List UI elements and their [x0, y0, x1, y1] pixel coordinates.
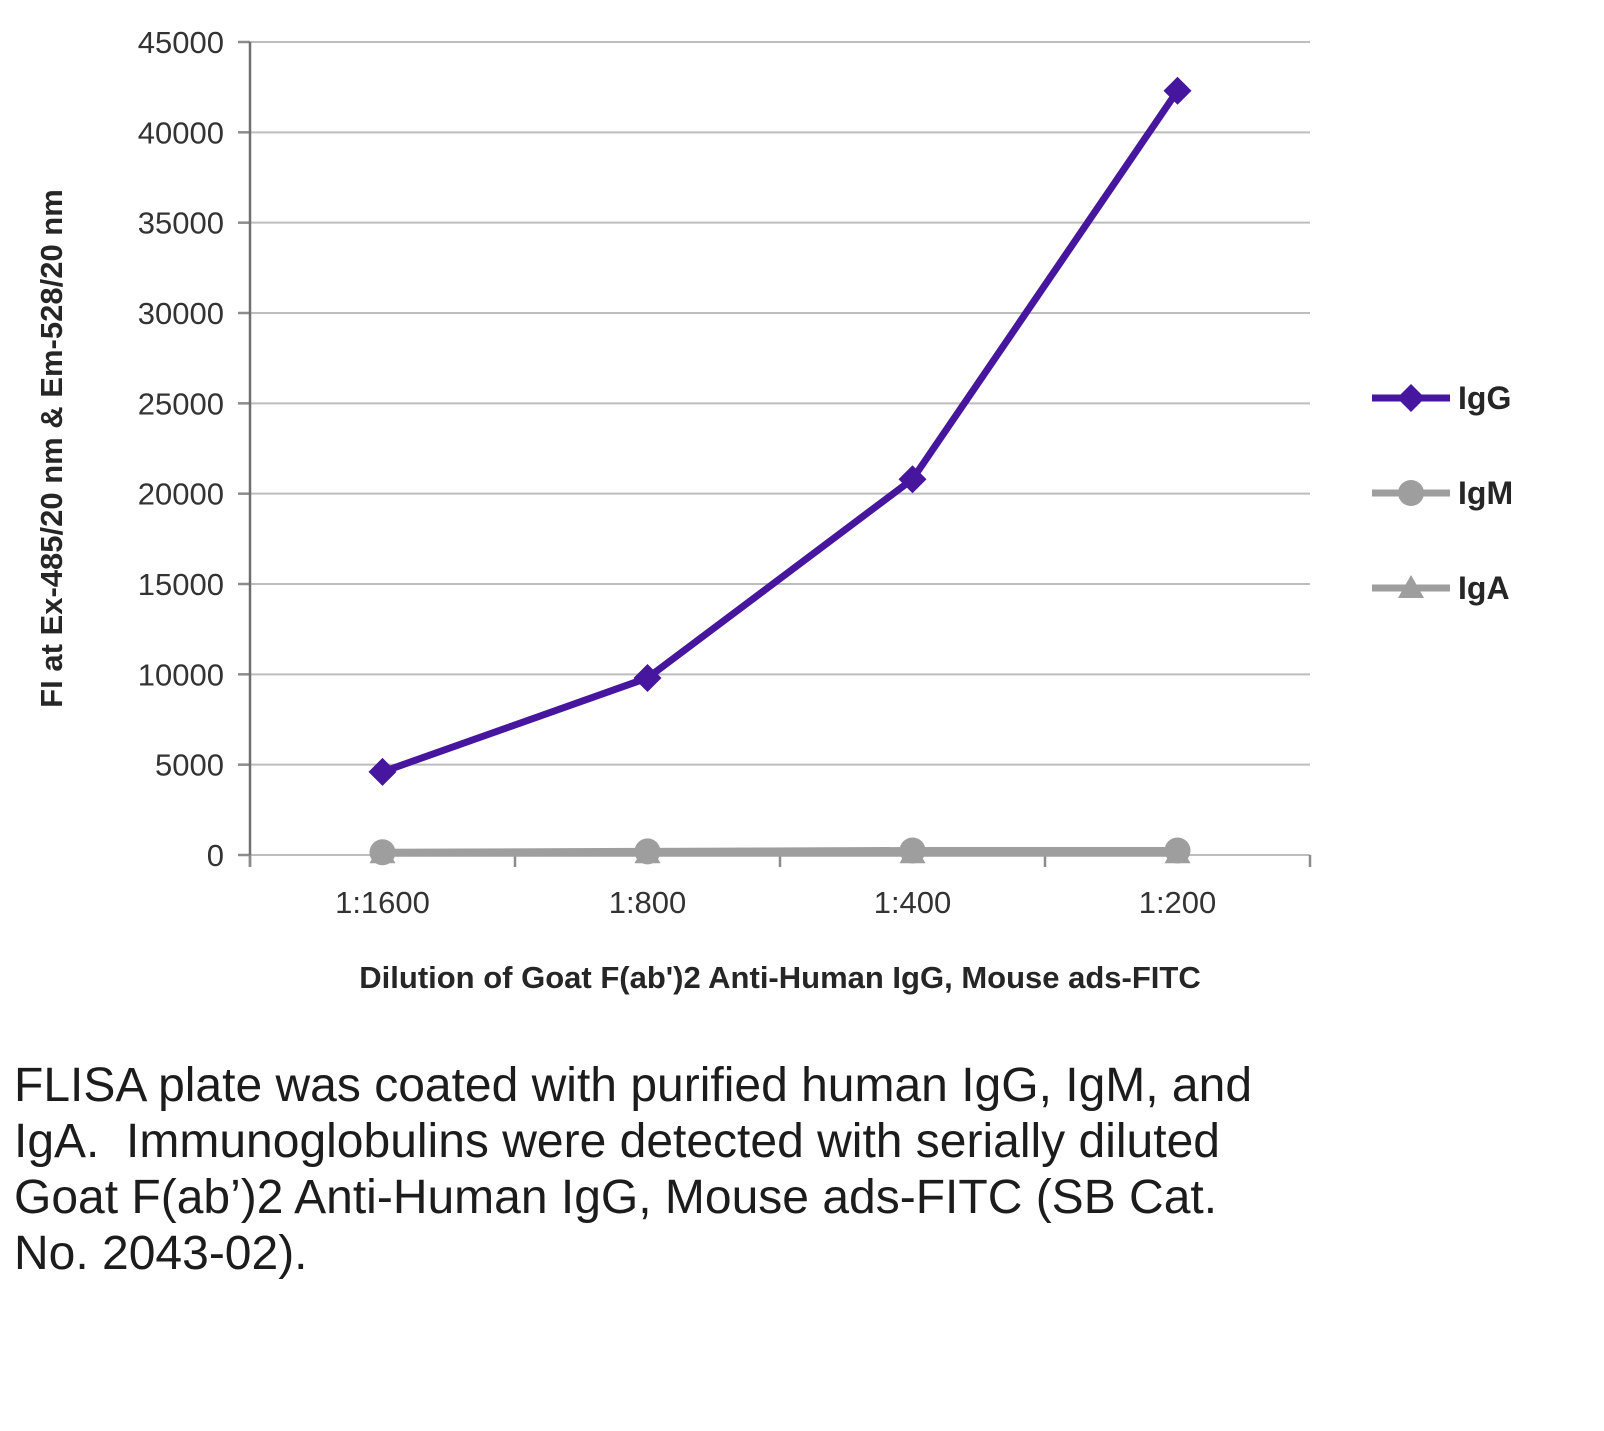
x-tick-label: 1:400 [874, 885, 952, 920]
legend-marker-IgG [1397, 384, 1425, 412]
y-tick-label: 5000 [155, 748, 224, 783]
legend-label: IgM [1458, 475, 1513, 511]
marker-IgM [1164, 837, 1191, 864]
y-tick-label: 45000 [138, 25, 224, 60]
marker-IgG [898, 465, 927, 494]
y-tick-label: 35000 [138, 206, 224, 241]
y-tick-label: 25000 [138, 386, 224, 421]
legend-marker-IgM [1398, 480, 1424, 506]
legend-label: IgA [1458, 570, 1510, 606]
marker-IgG [368, 757, 397, 786]
line-chart: 0 5000 10000 15000 20000 25000 30000 35000 40000… [34, 25, 1513, 995]
y-tick-label: 15000 [138, 567, 224, 602]
y-tick-label: 30000 [138, 296, 224, 331]
series-line-IgG [379, 87, 1181, 776]
legend-marker-IgA [1398, 575, 1424, 598]
marker-IgM [899, 837, 926, 864]
y-tick-label: 40000 [138, 115, 224, 150]
legend-item-IgG: IgG [1372, 380, 1511, 416]
marker-IgM [634, 838, 661, 865]
y-axis-title: FI at Ex-485/20 nm & Em-528/20 nm [34, 189, 69, 708]
marker-IgG [633, 663, 662, 692]
x-axis-title: Dilution of Goat F(ab')2 Anti-Human IgG,… [359, 960, 1200, 995]
y-tick-label: 20000 [138, 477, 224, 512]
x-tick-label: 1:1600 [335, 885, 430, 920]
y-tick-label: 0 [207, 838, 224, 873]
legend-label: IgG [1458, 380, 1511, 416]
y-tick-label: 10000 [138, 657, 224, 692]
legend-item-IgM: IgM [1372, 475, 1513, 511]
series-line-IgM [379, 846, 1181, 856]
x-tick-label: 1:800 [609, 885, 687, 920]
chart-area: 0 5000 10000 15000 20000 25000 30000 35000 40000… [34, 25, 1513, 995]
marker-IgM [369, 839, 396, 866]
x-tick-label: 1:200 [1139, 885, 1217, 920]
figure-caption: FLISA plate was coated with purified hum… [14, 1059, 1266, 1281]
legend-item-IgA: IgA [1372, 570, 1510, 606]
marker-IgG [1163, 76, 1192, 105]
